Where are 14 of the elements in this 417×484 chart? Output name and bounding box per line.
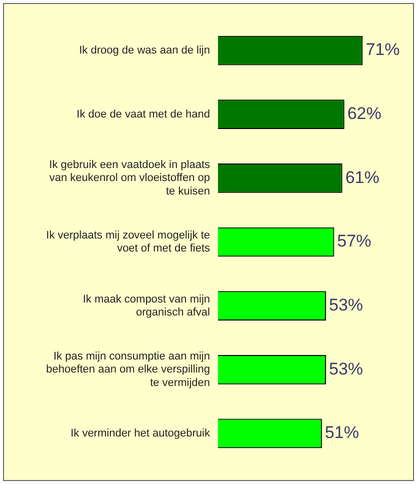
y-tick-label: Ik maak compost van mijn organisch afval (82, 293, 210, 318)
data-label: 57% (337, 232, 372, 251)
y-tick-label: Ik droog de was aan de lijn (79, 44, 210, 57)
y-tick-label: Ik verplaats mij zoveel mogelijk te voet of met de fiets (46, 229, 210, 255)
data-label: 53% (329, 296, 364, 315)
y-tick-label: Ik verminder het autogebruik (70, 428, 210, 440)
data-label: 53% (329, 359, 364, 378)
data-label: 61% (345, 168, 380, 187)
y-tick-label: Ik doe de vaat met de hand (76, 108, 210, 120)
y-tick-label: Ik gebruik een vaatdoek in plaats van keukenrol om vloeistoffen op te kuisen (49, 159, 210, 198)
data-label: 51% (324, 423, 359, 442)
y-tick-label: Ik pas mijn consumptie aan mijn behoeften aan om elke verspilling te vermijden (46, 350, 210, 389)
data-label: 71% (366, 40, 400, 60)
data-label: 62% (347, 104, 382, 124)
